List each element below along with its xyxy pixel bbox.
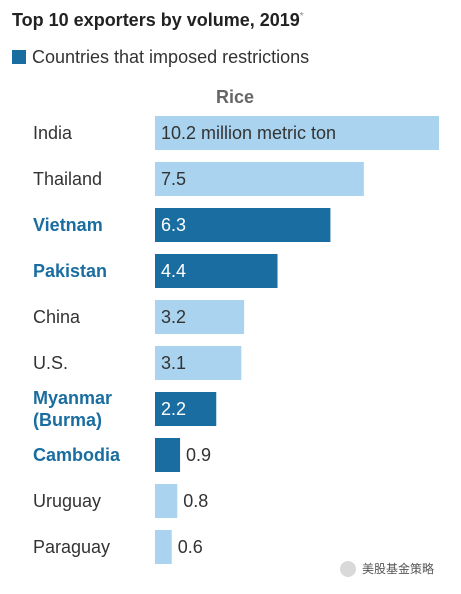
value-label: 3.1 bbox=[161, 353, 186, 373]
chart-title: Top 10 exporters by volume, 2019* bbox=[12, 10, 304, 31]
bar bbox=[155, 300, 245, 334]
series-header: Rice bbox=[216, 87, 254, 107]
bar bbox=[155, 392, 217, 426]
value-label: 4.4 bbox=[161, 261, 186, 281]
category-label: Vietnam bbox=[33, 215, 103, 235]
bar bbox=[155, 438, 181, 472]
value-label: 10.2 million metric ton bbox=[161, 123, 336, 143]
category-label: Cambodia bbox=[33, 445, 121, 465]
watermark: 美股基金策略 bbox=[340, 560, 434, 577]
bar bbox=[155, 530, 172, 564]
category-label: U.S. bbox=[33, 353, 68, 373]
category-label: Paraguay bbox=[33, 537, 110, 557]
legend-label: Countries that imposed restrictions bbox=[32, 46, 310, 67]
category-label: India bbox=[33, 123, 73, 143]
category-label: Pakistan bbox=[33, 261, 107, 281]
legend: Countries that imposed restrictions bbox=[12, 46, 309, 68]
value-label: 6.3 bbox=[161, 215, 186, 235]
chart-title-text: Top 10 exporters by volume, 2019 bbox=[12, 10, 300, 30]
category-label: Myanmar (Burma) bbox=[33, 388, 112, 430]
category-label: Thailand bbox=[33, 169, 102, 189]
bar bbox=[155, 346, 242, 380]
legend-swatch bbox=[12, 50, 26, 64]
value-label: 7.5 bbox=[161, 169, 186, 189]
bar bbox=[155, 116, 439, 150]
bar bbox=[155, 484, 178, 518]
value-label: 0.8 bbox=[183, 491, 208, 511]
title-footnote-mark: * bbox=[299, 11, 304, 22]
value-label: 3.2 bbox=[161, 307, 186, 327]
bar bbox=[155, 208, 331, 242]
category-label: Uruguay bbox=[33, 491, 101, 511]
value-label: 2.2 bbox=[161, 399, 186, 419]
bar bbox=[155, 254, 278, 288]
value-label: 0.9 bbox=[186, 445, 211, 465]
value-label: 0.6 bbox=[178, 537, 203, 557]
watermark-text: 美股基金策略 bbox=[362, 562, 435, 576]
bar bbox=[155, 162, 364, 196]
category-label: China bbox=[33, 307, 81, 327]
watermark-logo-icon bbox=[340, 560, 356, 577]
